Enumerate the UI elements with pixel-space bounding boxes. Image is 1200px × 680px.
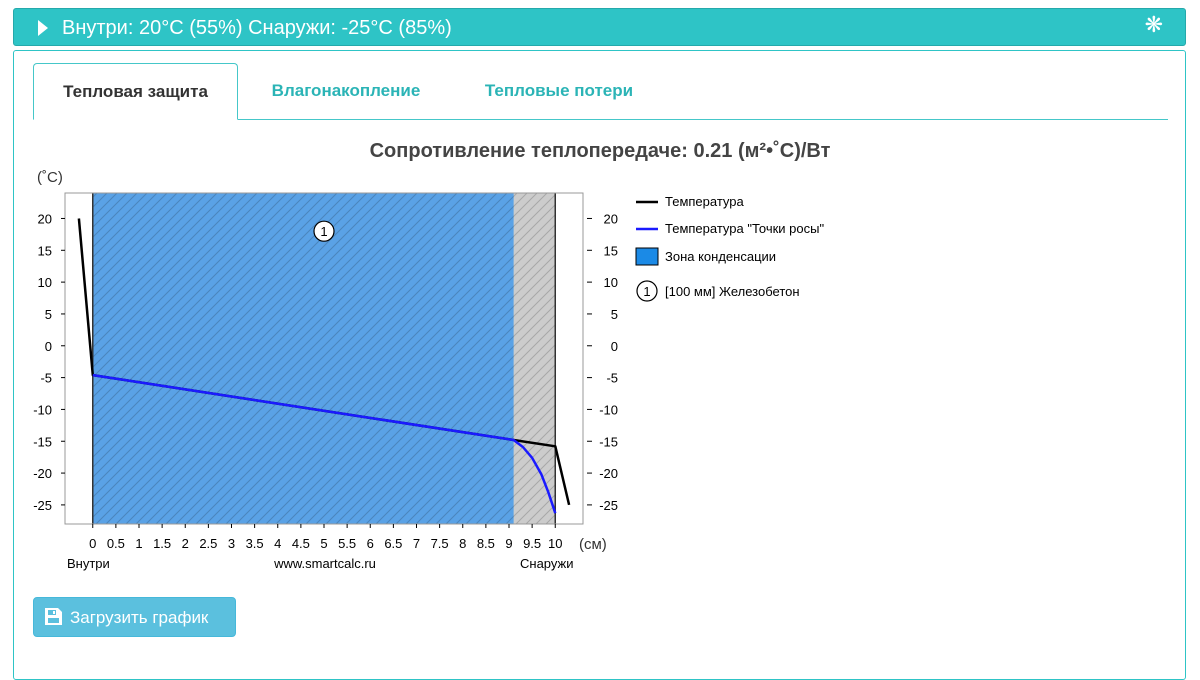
legend-condensation-label: Зона конденсации (665, 249, 776, 264)
legend-condensation-swatch (635, 247, 659, 266)
y-tick-label-right: 0 (611, 339, 618, 354)
x-tick-label: 1 (135, 536, 142, 551)
legend-layer-number: 1 (643, 284, 650, 299)
x-tick-label: 9.5 (523, 536, 541, 551)
panel-header[interactable]: Внутри: 20°C (55%) Снаружи: -25°C (85%) … (13, 8, 1186, 46)
x-tick-label: 6.5 (384, 536, 402, 551)
x-tick-label: 4.5 (292, 536, 310, 551)
x-tick-label: 8.5 (477, 536, 495, 551)
y-tick-label-right: -5 (606, 371, 618, 386)
x-tick-label: 7 (413, 536, 420, 551)
watermark-label: www.smartcalc.ru (273, 556, 376, 571)
download-chart-label: Загрузить график (70, 608, 209, 627)
y-tick-label-right: -25 (599, 498, 618, 513)
gear-icon[interactable]: ❋ (1144, 12, 1163, 37)
layer-number-badge (313, 220, 335, 242)
tab-thermal-protection[interactable]: Тепловая защита (33, 63, 238, 120)
y-tick-label-left: -10 (33, 402, 52, 417)
y-tick-label-left: 10 (38, 275, 52, 290)
y-tick-label-right: -20 (599, 466, 618, 481)
y-tick-label-left: -5 (40, 371, 52, 386)
inside-label: Внутри (67, 556, 110, 571)
tab-heat-losses[interactable]: Тепловые потери (484, 81, 634, 100)
y-tick-label-left: -25 (33, 498, 52, 513)
outside-label: Снаружи (520, 556, 574, 571)
x-tick-label: 7.5 (431, 536, 449, 551)
x-tick-label: 5.5 (338, 536, 356, 551)
y-tick-label-right: -10 (599, 402, 618, 417)
x-tick-label: 1.5 (153, 536, 171, 551)
x-tick-label: 6 (367, 536, 374, 551)
x-tick-label: 2.5 (199, 536, 217, 551)
x-tick-label: 2 (182, 536, 189, 551)
x-tick-label: 10 (548, 536, 562, 551)
x-tick-label: 3 (228, 536, 235, 551)
x-tick-label: 8 (459, 536, 466, 551)
chart-title: Сопротивление теплопередаче: 0.21 (м²•˚C… (369, 140, 831, 162)
tabs-divider (33, 119, 1168, 120)
x-tick-label: 0.5 (107, 536, 125, 551)
y-axis-label: (˚C) (37, 169, 63, 186)
y-tick-label-right: 10 (604, 275, 618, 290)
caret-right-icon[interactable] (38, 20, 48, 36)
x-tick-label: 3.5 (246, 536, 264, 551)
x-tick-label: 9 (505, 536, 512, 551)
y-tick-label-left: -20 (33, 466, 52, 481)
x-tick-label: 0 (89, 536, 96, 551)
y-tick-label-left: 5 (45, 307, 52, 322)
x-tick-label: 4 (274, 536, 281, 551)
y-tick-label-left: -15 (33, 434, 52, 449)
legend-dew-point-label: Температура "Точки росы" (665, 221, 824, 236)
save-icon (45, 608, 62, 625)
y-tick-label-left: 0 (45, 339, 52, 354)
legend-temperature-label: Температура (665, 194, 745, 209)
legend-layer-badge (636, 280, 658, 302)
condensation-hatch (92, 193, 514, 524)
dew-point-line (92, 373, 557, 514)
y-tick-label-right: 5 (611, 307, 618, 322)
conditions-title: Внутри: 20°C (55%) Снаружи: -25°C (85%) (62, 17, 452, 39)
y-tick-label-right: 15 (604, 243, 618, 258)
y-tick-label-left: 15 (38, 243, 52, 258)
y-tick-label-left: 20 (38, 211, 52, 226)
tab-moisture-accumulation[interactable]: Влагонакопление (271, 81, 421, 100)
y-tick-label-right: -15 (599, 434, 618, 449)
download-chart-button[interactable]: Загрузить график (33, 597, 236, 637)
x-axis-label: (см) (579, 536, 607, 553)
layer-number: 1 (320, 224, 327, 239)
legend-layer-label: [100 мм] Железобетон (665, 284, 800, 299)
y-tick-label-right: 20 (604, 211, 618, 226)
x-tick-label: 5 (320, 536, 327, 551)
